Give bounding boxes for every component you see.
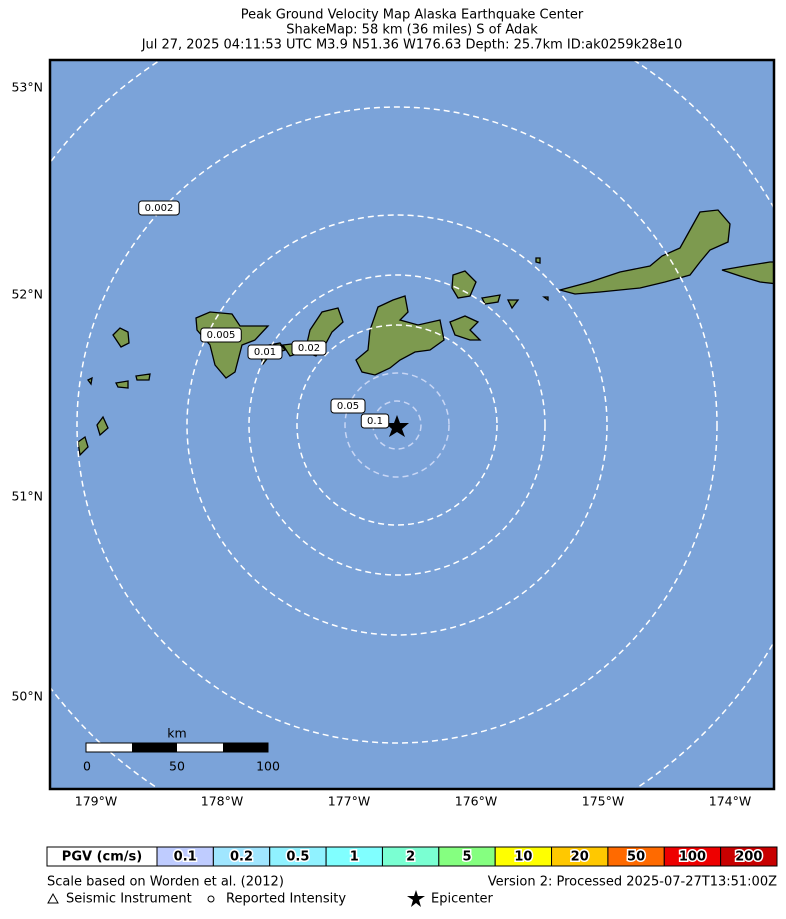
epicenter-label: Epicenter — [431, 892, 494, 907]
reported-label: Reported Intensity — [226, 892, 346, 907]
epicenter-icon — [407, 890, 425, 907]
contour-label: 0.005 — [207, 330, 236, 341]
legend-bin-label: 0.1 — [174, 850, 197, 865]
legend-bin-label: 0.2 — [230, 850, 253, 865]
ocean — [50, 60, 774, 789]
lat-label: 50°N — [11, 689, 43, 704]
contour-label-box — [138, 200, 180, 216]
scale-tick: 100 — [256, 759, 280, 774]
lon-label: 174°W — [709, 794, 751, 809]
contour-label: 0.01 — [254, 347, 276, 358]
lon-label: 175°W — [582, 794, 624, 809]
contour-label: 0.002 — [145, 203, 174, 214]
contour-label: 0.02 — [298, 343, 320, 354]
contour-label: 0.1 — [367, 416, 383, 427]
legend-bin-label: 20 — [571, 850, 589, 865]
contour-label-box — [247, 344, 283, 360]
legend-bin-label: 100 — [679, 850, 706, 865]
legend-bin-label: 5 — [462, 850, 471, 865]
contour-line — [76, 106, 718, 744]
scale-bar: km 0 50 100 — [83, 726, 280, 774]
contour-label-box — [291, 340, 327, 356]
reported-icon — [207, 895, 215, 903]
contour-label-box — [200, 327, 242, 343]
lon-label: 179°W — [75, 794, 117, 809]
title: Peak Ground Velocity Map Alaska Earthqua… — [241, 8, 584, 23]
legend-bin-label: 2 — [406, 850, 415, 865]
lat-label: 53°N — [11, 80, 43, 95]
legend-title: PGV (cm/s) — [62, 850, 142, 865]
lon-label: 178°W — [201, 794, 243, 809]
map-frame — [48, 58, 776, 791]
subtitle: ShakeMap: 58 km (36 miles) S of Adak — [286, 23, 538, 38]
contour-line — [248, 274, 546, 576]
legend: PGV (cm/s) 0.1 0.2 0.5 1 2 5 10 20 50 100 200 — [46, 846, 778, 867]
lon-label: 177°W — [328, 794, 370, 809]
scale-note: Scale based on Worden et al. (2012) — [47, 875, 284, 890]
lon-label: 176°W — [455, 794, 497, 809]
scale-tick: 50 — [169, 759, 185, 774]
contour-line — [186, 214, 608, 636]
seismic-label: Seismic Instrument — [66, 892, 192, 907]
contour-label-box — [330, 398, 366, 414]
details: Jul 27, 2025 04:11:53 UTC M3.9 N51.36 W1… — [141, 38, 683, 53]
epicenter-star — [385, 415, 409, 437]
seismic-icon — [47, 892, 59, 904]
contour-label-box — [360, 413, 390, 429]
contour-label: 0.05 — [337, 401, 359, 412]
contour-line — [344, 372, 450, 478]
legend-bin — [720, 846, 778, 867]
legend-bin-label: 200 — [735, 850, 762, 865]
legend-bin-label: 0.5 — [286, 850, 309, 865]
legend-bin-label: 50 — [627, 850, 645, 865]
scale-bar-segment — [132, 743, 177, 752]
legend-bin-label: 10 — [514, 850, 532, 865]
scale-unit: km — [167, 726, 186, 741]
lat-label: 51°N — [11, 489, 43, 504]
contour-line — [296, 324, 498, 526]
lat-label: 52°N — [11, 287, 43, 302]
version: Version 2: Processed 2025-07-27T13:51:00… — [488, 875, 777, 890]
scale-bar-segment — [223, 743, 268, 752]
scale-tick: 0 — [83, 759, 91, 774]
legend-bin-label: 1 — [350, 850, 359, 865]
